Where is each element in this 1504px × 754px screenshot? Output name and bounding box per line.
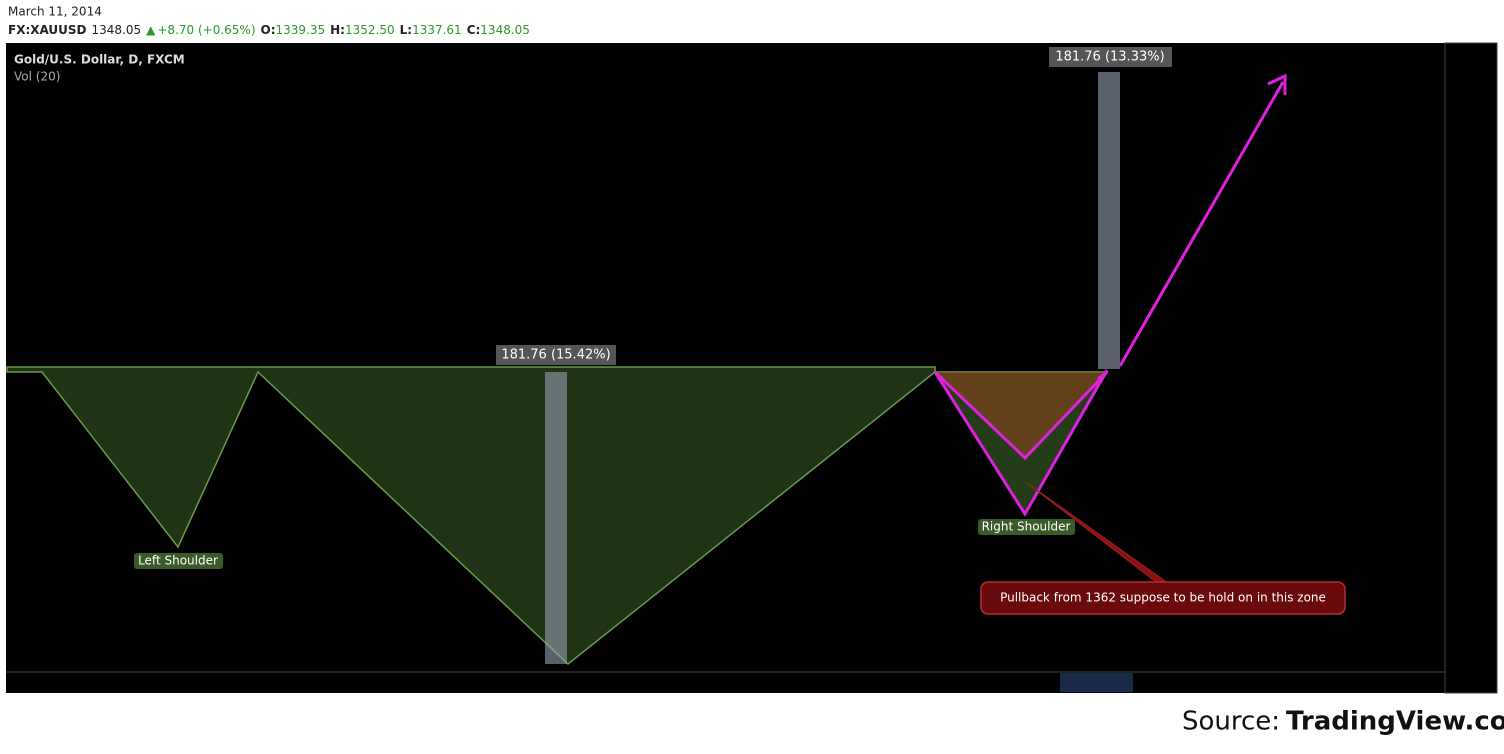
measure-label-bg <box>1049 47 1172 67</box>
callout-text: Pullback from 1362 suppose to be hold on… <box>1000 591 1326 605</box>
ohlc-value: 1352.50 <box>345 23 395 37</box>
legend-volume: Vol (20) <box>14 70 60 84</box>
change: +8.70 (+0.65%) <box>157 23 255 37</box>
header-date: March 11, 2014 <box>8 5 102 19</box>
legend-symbol: Gold/U.S. Dollar, D, FXCM <box>14 53 185 67</box>
projection-line <box>933 370 1109 461</box>
measure-bar <box>1098 72 1120 369</box>
pullback-zone <box>935 372 1107 458</box>
header: March 11, 2014 FX:XAUUSD 1348.05 ▲ +8.70 (+… <box>8 5 530 37</box>
range-highlight <box>1060 673 1133 692</box>
pattern-drawings <box>6 72 1287 665</box>
ohlc-value: 1337.61 <box>412 23 462 37</box>
ohlc-key: H: <box>330 23 345 37</box>
left-shoulder-label: Left Shoulder <box>138 554 218 568</box>
ohlc-key: L: <box>400 23 412 37</box>
label-bg <box>134 553 223 569</box>
annotations: 181.76 (15.42%) 181.76 (13.33%) Left Sho… <box>14 47 1346 615</box>
symbol: FX:XAUUSD <box>8 23 87 37</box>
callout-box <box>980 581 1346 615</box>
ohlc-value: 1339.35 <box>276 23 326 37</box>
target-arrow <box>1118 81 1285 367</box>
price: 1348.05 <box>92 23 142 37</box>
projection-line <box>933 369 1109 517</box>
measure-bar <box>545 372 567 664</box>
label-bg <box>978 519 1075 535</box>
ohlc-key: C: <box>467 23 481 37</box>
header-quote: FX:XAUUSD 1348.05 ▲ +8.70 (+0.65%) O:1339.35… <box>8 23 530 37</box>
head-shoulders-fill <box>6 366 936 665</box>
ohlc-value: 1348.05 <box>480 23 530 37</box>
footer-source: Source: <box>1182 707 1280 737</box>
time-axis <box>1060 673 1133 692</box>
measure-label-bg <box>496 345 616 365</box>
arrow-head <box>1097 370 1107 382</box>
right-shoulder-label: Right Shoulder <box>982 520 1071 534</box>
ohlc-key: O: <box>261 23 276 37</box>
arrow: ▲ <box>146 23 156 37</box>
measure-label: 181.76 (13.33%) <box>1055 50 1164 65</box>
arrow-head <box>1267 73 1287 95</box>
measure-label: 181.76 (15.42%) <box>501 348 610 363</box>
footer-site: TradingView.com <box>1286 707 1504 737</box>
price-axis <box>1444 42 1498 694</box>
